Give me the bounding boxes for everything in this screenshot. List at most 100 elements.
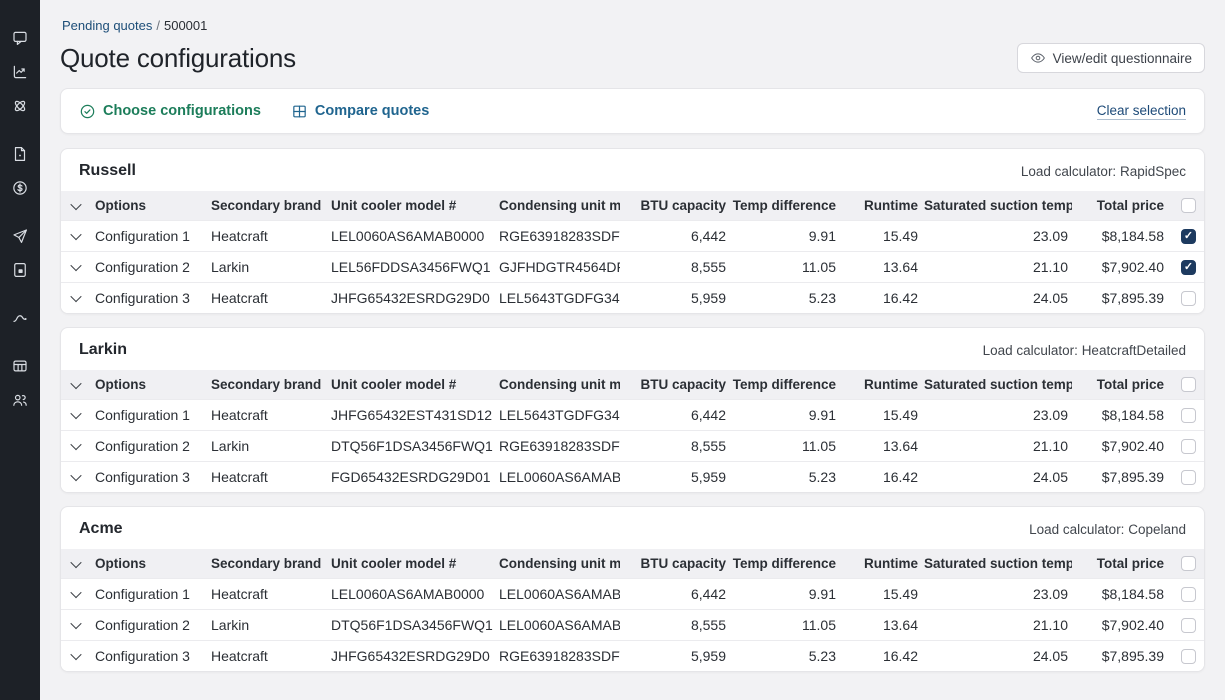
row-checkbox[interactable] bbox=[1181, 290, 1196, 306]
saturated-suction-temp: 24.05 bbox=[1032, 469, 1068, 485]
send-icon[interactable] bbox=[10, 226, 30, 246]
secondary-brand: Heatcraft bbox=[211, 586, 268, 602]
col-sst: Saturated suction temp bbox=[924, 198, 1072, 213]
col-options: Options bbox=[95, 377, 146, 392]
chevron-down-icon[interactable] bbox=[67, 376, 85, 394]
select-all-checkbox[interactable] bbox=[1181, 198, 1196, 213]
quote-table-larkin: Larkin Load calculator: HeatcraftDetaile… bbox=[60, 327, 1205, 493]
temp-difference: 9.91 bbox=[808, 407, 836, 423]
table-row: Configuration 2 Larkin DTQ56F1DSA3456FWQ… bbox=[61, 609, 1204, 640]
quote-table-acme: Acme Load calculator: Copeland Options S… bbox=[60, 506, 1205, 672]
route-icon[interactable] bbox=[10, 308, 30, 328]
btu-capacity: 8,555 bbox=[690, 617, 726, 633]
table-row: Configuration 1 Heatcraft LEL0060AS6AMAB… bbox=[61, 220, 1204, 251]
row-checkbox[interactable] bbox=[1181, 469, 1196, 485]
select-all-checkbox[interactable] bbox=[1181, 377, 1196, 392]
config-name: Configuration 2 bbox=[95, 259, 190, 275]
col-total-price: Total price bbox=[1096, 556, 1164, 571]
col-condensing-unit: Condensing unit model # bbox=[499, 556, 620, 571]
btu-capacity: 6,442 bbox=[690, 228, 726, 244]
col-unit-cooler: Unit cooler model # bbox=[331, 198, 457, 213]
row-checkbox[interactable] bbox=[1181, 407, 1196, 423]
col-runtime: Runtime bbox=[864, 198, 918, 213]
saturated-suction-temp: 23.09 bbox=[1032, 228, 1068, 244]
col-options: Options bbox=[95, 198, 146, 213]
condensing-unit-model: RGE63918283SDFVV001 bbox=[499, 228, 620, 244]
file-icon[interactable] bbox=[10, 260, 30, 280]
chevron-down-icon[interactable] bbox=[67, 437, 85, 455]
choose-configurations-button[interactable]: Choose configurations bbox=[79, 103, 261, 120]
col-temp-diff: Temp difference bbox=[732, 198, 836, 213]
chevron-down-icon[interactable] bbox=[67, 616, 85, 634]
secondary-brand: Heatcraft bbox=[211, 469, 268, 485]
chevron-down-icon[interactable] bbox=[67, 585, 85, 603]
temp-difference: 11.05 bbox=[802, 259, 836, 275]
btu-capacity: 5,959 bbox=[690, 469, 726, 485]
breadcrumb-link-pending-quotes[interactable]: Pending quotes bbox=[62, 18, 153, 33]
total-price: $8,184.58 bbox=[1101, 407, 1164, 423]
col-sst: Saturated suction temp bbox=[924, 377, 1072, 392]
saturated-suction-temp: 23.09 bbox=[1032, 407, 1068, 423]
chevron-down-icon[interactable] bbox=[67, 647, 85, 665]
runtime: 16.42 bbox=[882, 290, 918, 306]
quote-table-russell: Russell Load calculator: RapidSpec Optio… bbox=[60, 148, 1205, 314]
action-bar: Choose configurations Compare quotes Cle… bbox=[60, 88, 1205, 134]
breadcrumb: Pending quotes/500001 bbox=[62, 18, 1205, 33]
config-name: Configuration 3 bbox=[95, 648, 190, 664]
condensing-unit-model: GJFHDGTR4564DFAA111 bbox=[499, 259, 620, 275]
saturated-suction-temp: 24.05 bbox=[1032, 648, 1068, 664]
chevron-down-icon[interactable] bbox=[67, 227, 85, 245]
total-price: $7,895.39 bbox=[1101, 469, 1164, 485]
col-secondary-brand: Secondary brand bbox=[211, 198, 322, 213]
row-checkbox[interactable] bbox=[1181, 586, 1196, 602]
chevron-down-icon[interactable] bbox=[67, 468, 85, 486]
row-checkbox[interactable] bbox=[1181, 617, 1196, 633]
col-temp-diff: Temp difference bbox=[732, 377, 836, 392]
config-name: Configuration 2 bbox=[95, 438, 190, 454]
grid-table-icon bbox=[291, 103, 308, 120]
table-header-row: Options Secondary brand Unit cooler mode… bbox=[61, 549, 1204, 578]
unit-cooler-model: DTQ56F1DSA3456FWQ1 bbox=[331, 438, 493, 454]
trend-chart-icon[interactable] bbox=[10, 62, 30, 82]
compare-quotes-button[interactable]: Compare quotes bbox=[291, 103, 429, 120]
secondary-brand: Heatcraft bbox=[211, 648, 268, 664]
temp-difference: 11.05 bbox=[802, 617, 836, 633]
table-row: Configuration 3 Heatcraft JHFG65432ESRDG… bbox=[61, 640, 1204, 671]
row-checkbox[interactable] bbox=[1181, 228, 1196, 244]
row-checkbox[interactable] bbox=[1181, 438, 1196, 454]
load-calculator: Load calculator: HeatcraftDetailed bbox=[982, 342, 1186, 358]
chevron-down-icon[interactable] bbox=[67, 258, 85, 276]
col-unit-cooler: Unit cooler model # bbox=[331, 556, 457, 571]
condensing-unit-model: LEL5643TGDFG3456002 bbox=[499, 407, 620, 423]
chevron-down-icon[interactable] bbox=[67, 406, 85, 424]
clear-selection-link[interactable]: Clear selection bbox=[1096, 102, 1186, 120]
chevron-down-icon[interactable] bbox=[67, 555, 85, 573]
table-card-icon[interactable] bbox=[10, 356, 30, 376]
runtime: 15.49 bbox=[882, 228, 918, 244]
btu-capacity: 5,959 bbox=[690, 648, 726, 664]
unit-cooler-model: JHFG65432ESRDG29D0 bbox=[331, 290, 490, 306]
row-checkbox[interactable] bbox=[1181, 259, 1196, 275]
runtime: 15.49 bbox=[882, 407, 918, 423]
chevron-down-icon[interactable] bbox=[67, 197, 85, 215]
main-content: Pending quotes/500001 Quote configuratio… bbox=[40, 0, 1225, 700]
temp-difference: 9.91 bbox=[808, 228, 836, 244]
total-price: $7,902.40 bbox=[1101, 438, 1164, 454]
app-sidebar bbox=[0, 0, 40, 700]
select-all-checkbox[interactable] bbox=[1181, 556, 1196, 571]
col-btu: BTU capacity bbox=[640, 556, 726, 571]
row-checkbox[interactable] bbox=[1181, 648, 1196, 664]
view-edit-questionnaire-button[interactable]: View/edit questionnaire bbox=[1016, 43, 1205, 73]
chevron-down-icon[interactable] bbox=[67, 289, 85, 307]
total-price: $8,184.58 bbox=[1101, 586, 1164, 602]
table-row: Configuration 2 Larkin DTQ56F1DSA3456FWQ… bbox=[61, 430, 1204, 461]
knot-icon[interactable] bbox=[10, 96, 30, 116]
users-icon[interactable] bbox=[10, 390, 30, 410]
file-dot-icon[interactable] bbox=[10, 144, 30, 164]
condensing-unit-model: RGE63918283SDFVV001 bbox=[499, 648, 620, 664]
temp-difference: 5.23 bbox=[808, 290, 836, 306]
chat-icon[interactable] bbox=[10, 28, 30, 48]
dollar-circle-icon[interactable] bbox=[10, 178, 30, 198]
temp-difference: 9.91 bbox=[808, 586, 836, 602]
compare-quotes-label: Compare quotes bbox=[314, 103, 430, 119]
